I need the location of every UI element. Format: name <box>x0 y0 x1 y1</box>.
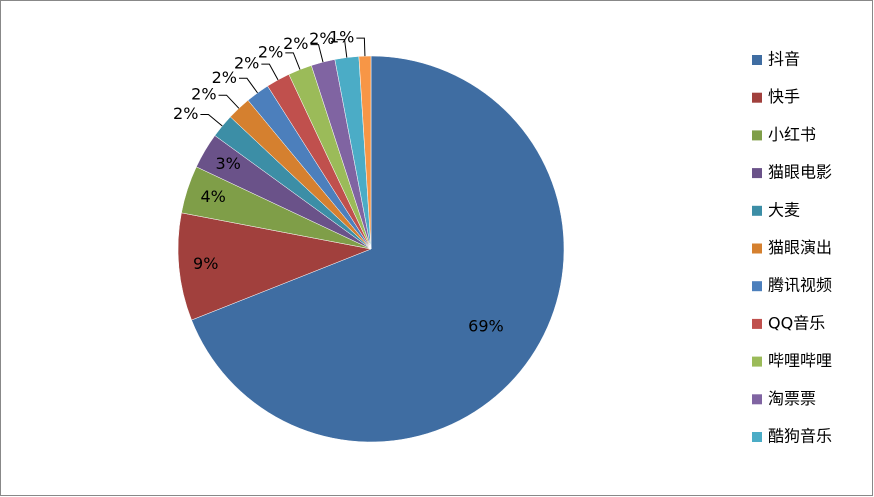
data-label: 2% <box>191 85 216 104</box>
legend-label: 小红书 <box>768 125 816 144</box>
leader-line <box>336 39 348 58</box>
pie-slice <box>191 55 565 443</box>
leader-line <box>238 77 258 94</box>
leader-line <box>310 44 324 63</box>
data-label: 1% <box>329 28 354 47</box>
leader-line <box>218 94 240 109</box>
legend-swatch <box>752 130 762 141</box>
data-label: 2% <box>258 42 283 61</box>
data-label: 4% <box>200 187 225 206</box>
legend-label: 快手 <box>768 87 800 106</box>
data-label: 2% <box>234 54 259 73</box>
data-label: 69% <box>468 317 504 336</box>
pie-slice <box>177 212 372 321</box>
legend-swatch <box>752 281 762 292</box>
legend-label: QQ音乐 <box>768 313 825 332</box>
leader-line <box>285 52 301 70</box>
data-label: 2% <box>283 34 308 53</box>
legend-label: 猫眼演出 <box>768 238 832 257</box>
data-label: 9% <box>193 254 218 273</box>
leader-line <box>356 37 366 57</box>
legend-swatch <box>752 394 762 405</box>
leader-line <box>200 114 223 127</box>
leader-line <box>261 63 279 81</box>
legend-label: 淘票票 <box>768 389 816 408</box>
legend-swatch <box>752 205 762 216</box>
data-label: 2% <box>309 29 334 48</box>
data-label: 3% <box>215 154 240 173</box>
legend-swatch <box>752 243 762 254</box>
legend-swatch <box>752 432 762 442</box>
legend-swatch <box>752 318 762 329</box>
legend-swatch <box>752 55 762 65</box>
legend-swatch <box>752 168 762 179</box>
data-label: 2% <box>173 104 198 123</box>
legend-swatch <box>752 356 762 367</box>
data-label: 2% <box>212 68 237 87</box>
legend-label: 哔哩哔哩 <box>768 351 832 370</box>
legend-swatch <box>752 92 762 103</box>
legend-label: 猫眼电影 <box>768 163 832 182</box>
legend-label: 酷狗音乐 <box>768 427 832 446</box>
legend-label: 抖音 <box>768 50 800 69</box>
legend-label: 大麦 <box>768 200 800 219</box>
legend-label: 腾讯视频 <box>768 276 832 295</box>
